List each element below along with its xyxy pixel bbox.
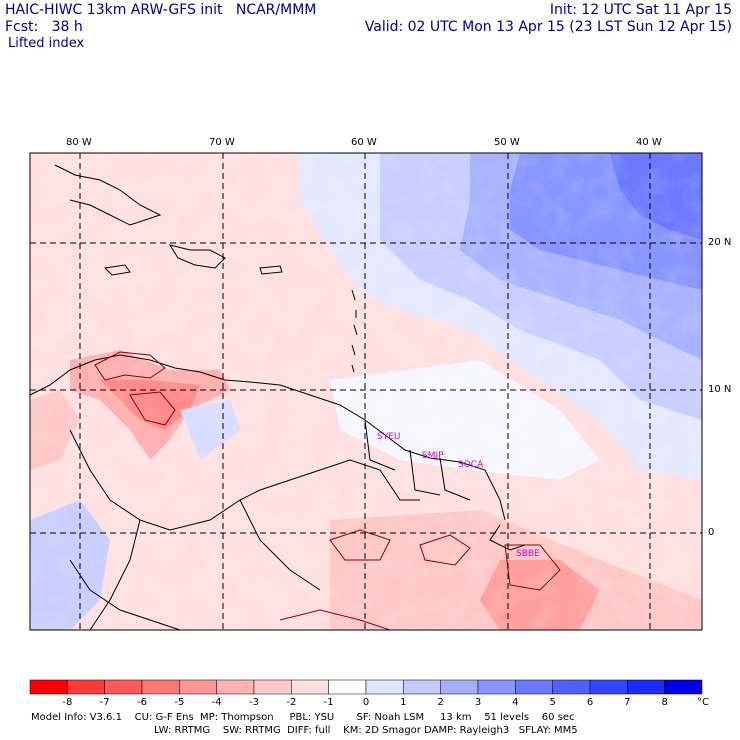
colorbar-tick-label: 2 — [437, 697, 444, 708]
colorbar-tick-label: -3 — [249, 697, 259, 708]
contours — [94, 351, 561, 631]
field-name: Lifted index — [8, 36, 85, 51]
colorbar-swatch — [291, 679, 329, 695]
colorbar-unit: °C — [697, 697, 709, 708]
lon-label-80w: 80 W — [66, 137, 92, 148]
colorbar-swatch — [403, 679, 441, 695]
colorbar-swatch — [627, 679, 665, 695]
colorbar-swatch — [589, 679, 628, 695]
colorbar-swatch — [104, 679, 143, 695]
graticule — [30, 153, 702, 630]
lon-label-70w: 70 W — [209, 137, 235, 148]
colorbar-tick-label: 7 — [624, 697, 631, 708]
coastlines — [29, 164, 526, 631]
lat-label-10n: 10 N — [708, 384, 732, 395]
colorbar-swatch — [253, 679, 292, 695]
lon-label-60w: 60 W — [351, 137, 377, 148]
colorbar-tick-label: 6 — [586, 697, 594, 708]
city-label: SOCA — [458, 460, 484, 470]
colorbar-swatch — [29, 679, 68, 695]
colorbar-swatch — [179, 679, 217, 695]
colorbar-swatch — [141, 679, 180, 695]
forecast-hour: Fcst: 38 h — [5, 19, 83, 35]
lon-label-50w: 50 W — [494, 137, 520, 148]
colorbar-swatch — [477, 679, 516, 695]
lat-label-20n: 20 N — [708, 237, 732, 248]
colorbar-swatch — [664, 679, 703, 695]
colorbar-tick-label: -7 — [99, 697, 110, 708]
colorbar-tick-label: 0 — [362, 697, 370, 708]
model-info-line1: Model Info: V3.6.1 CU: G-F Ens MP: Thomp… — [31, 712, 575, 723]
map-frame — [29, 152, 703, 631]
city-label: SYEU — [377, 432, 401, 442]
colorbar-swatch — [365, 679, 404, 695]
colorbar-tick-label: 3 — [474, 697, 482, 708]
colorbar-tick-label: -2 — [286, 697, 297, 708]
model-info-line2: LW: RRTMG SW: RRTMG DIFF: full KM: 2D Sm… — [154, 725, 578, 736]
city-label: SBBE — [516, 549, 540, 559]
valid-time: Valid: 02 UTC Mon 13 Apr 15 (23 LST Sun … — [364, 19, 732, 35]
colorbar-tick-label: -6 — [137, 697, 147, 708]
colorbar-tick-label: -5 — [174, 697, 185, 708]
colorbar-swatch — [552, 679, 591, 695]
colorbar-swatch — [515, 679, 553, 695]
city-label: SMJP — [422, 451, 444, 461]
model-title: HAIC-HIWC 13km ARW-GFS init NCAR/MMM — [5, 2, 317, 18]
colorbar-tick-label: 1 — [400, 697, 407, 708]
colorbar — [29, 679, 703, 695]
colorbar-tick-label: -8 — [62, 697, 73, 708]
colorbar-tick-label: -1 — [323, 697, 334, 708]
colorbar-swatch — [440, 679, 479, 695]
colorbar-tick-label: 4 — [512, 697, 519, 708]
colorbar-tick-label: 5 — [549, 697, 556, 708]
colorbar-swatch — [67, 679, 105, 695]
colorbar-swatch — [328, 679, 367, 695]
colorbar-swatch — [216, 679, 255, 695]
lat-label-0: 0 — [708, 527, 715, 538]
lon-label-40w: 40 W — [636, 137, 662, 148]
colorbar-tick-label: -4 — [211, 697, 222, 708]
colorbar-tick-label: 8 — [661, 697, 668, 708]
init-time: Init: 12 UTC Sat 11 Apr 15 — [549, 2, 732, 18]
